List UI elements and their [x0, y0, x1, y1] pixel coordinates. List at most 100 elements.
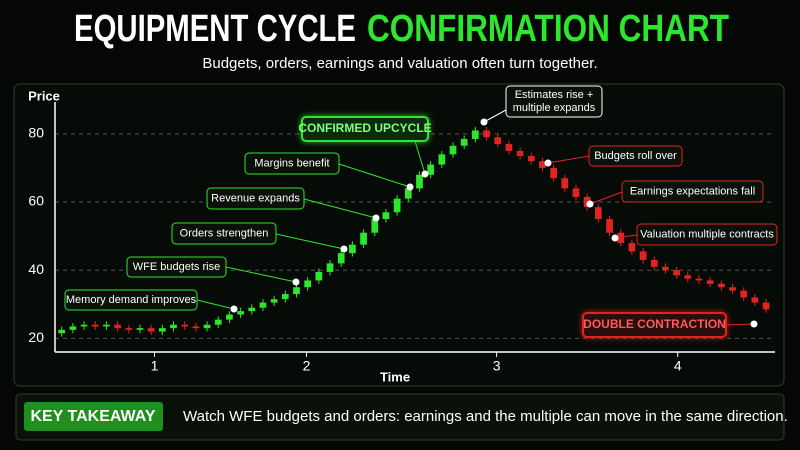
callout-box: [301, 116, 429, 142]
callout-dot: [340, 245, 348, 253]
candle-body: [181, 324, 189, 327]
candle-body: [438, 154, 446, 165]
callout-box: [582, 312, 727, 338]
callout-dot: [292, 278, 300, 286]
callout-box: [206, 187, 305, 210]
callout-text: multiple expands: [513, 102, 596, 114]
y-tick-label: 40: [28, 261, 44, 277]
candle-body: [460, 138, 468, 146]
candle-body: [561, 178, 569, 189]
callout-box: [636, 223, 778, 246]
callout-text: DOUBLE CONTRACTION: [583, 317, 726, 331]
callout-box: [171, 222, 277, 245]
x-tick-label: 2: [303, 358, 311, 374]
callout-text: Budgets roll over: [594, 150, 677, 162]
candle-body: [125, 328, 133, 330]
callout-dot: [480, 118, 488, 126]
candle-body: [717, 283, 725, 288]
candle-body: [170, 324, 177, 329]
candle-body: [416, 174, 423, 189]
callout-text: Margins benefit: [254, 157, 329, 169]
callout-text: Revenue expands: [211, 192, 300, 204]
callout-text: Orders strengthen: [180, 227, 269, 239]
candle-body: [684, 275, 692, 279]
candle-body: [639, 251, 647, 260]
callout-line: [725, 323, 755, 326]
candle-body: [69, 326, 77, 330]
candle-body: [673, 270, 680, 276]
candle-body: [203, 324, 211, 329]
candle-body: [80, 324, 88, 327]
callout-dot: [406, 183, 414, 191]
candle-body: [505, 144, 513, 151]
callout-dot: [421, 170, 429, 178]
callout-box: [621, 180, 764, 203]
callout-text: Estimates rise +: [515, 89, 594, 101]
candle-body: [729, 287, 736, 291]
callout-text: CONFIRMED UPCYCLE: [298, 121, 431, 135]
candle-body: [650, 259, 658, 267]
candle-body: [281, 294, 289, 300]
candle-body: [494, 137, 502, 145]
candle-body: [595, 207, 602, 220]
candle-body: [572, 188, 580, 197]
candle-body: [472, 130, 479, 139]
candle-body: [606, 219, 613, 233]
title-part: CONFIRMATION CHART: [367, 8, 729, 50]
callout-text: WFE budgets rise: [133, 261, 220, 273]
candle-body: [695, 278, 703, 281]
candle-body: [304, 280, 312, 288]
callout-text: Memory demand improves: [66, 294, 197, 306]
candle-body: [337, 253, 345, 264]
candle-body: [427, 164, 435, 175]
callout-line: [483, 109, 507, 123]
subtitle: Budgets, orders, earnings and valuation …: [202, 55, 597, 72]
takeaway-label: KEY TAKEAWAY: [30, 408, 155, 425]
callout-line: [414, 140, 426, 175]
x-axis-label: Time: [380, 369, 410, 384]
takeaway-text: Watch WFE budgets and orders: earnings a…: [183, 408, 788, 425]
callout-text: Earnings expectations fall: [630, 185, 755, 197]
candle-body: [192, 326, 200, 329]
candle-body: [751, 297, 759, 303]
candle-body: [114, 324, 121, 329]
candle-body: [706, 280, 714, 284]
x-tick-label: 1: [151, 358, 159, 374]
takeaway-bar: [15, 393, 785, 441]
candle-body: [762, 302, 770, 310]
candle-body: [740, 290, 748, 298]
callout-line: [614, 234, 638, 239]
callout-dot: [750, 320, 758, 328]
callout-line: [547, 155, 590, 164]
candle-body: [393, 198, 401, 213]
candle-body: [58, 329, 66, 334]
candle-body: [326, 263, 334, 272]
callout-text: Valuation multiple contracts: [640, 228, 774, 240]
y-tick-label: 80: [28, 125, 44, 141]
callout-line: [589, 191, 623, 205]
candle-body: [662, 266, 669, 271]
candle-body: [516, 150, 524, 157]
candle-body: [360, 232, 367, 245]
x-tick-label: 4: [674, 358, 682, 374]
y-axis-label: Price: [28, 88, 60, 103]
callout-dot: [372, 214, 380, 222]
candle-body: [349, 244, 356, 254]
candle-body: [293, 287, 300, 295]
candle-body: [226, 314, 233, 320]
candle-body: [214, 319, 222, 325]
callout-box: [244, 152, 340, 175]
callout-dot: [586, 200, 594, 208]
candle-body: [449, 145, 457, 155]
candle-body: [103, 324, 110, 327]
candle-body: [382, 212, 390, 220]
callout-line: [225, 266, 297, 283]
candle-body: [248, 307, 256, 312]
candle-body: [315, 271, 323, 281]
callout-box: [126, 256, 227, 278]
candle-body: [136, 328, 144, 330]
y-tick-label: 20: [28, 329, 44, 345]
callout-box: [588, 145, 683, 167]
candle-body: [550, 167, 557, 179]
